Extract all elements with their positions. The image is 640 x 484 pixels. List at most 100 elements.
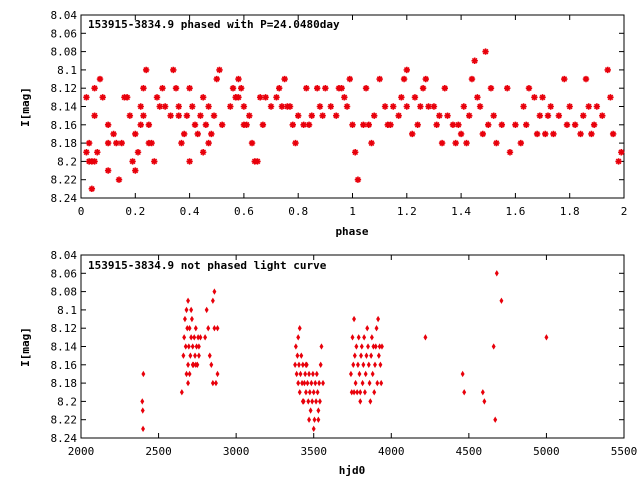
phased-data-point <box>457 129 466 138</box>
phased-data-point <box>104 166 113 175</box>
phased-data-point <box>478 129 487 138</box>
phased-data-point <box>362 84 371 93</box>
unphased-data-point <box>308 407 313 414</box>
unphased-data-point <box>359 343 364 350</box>
phased-data-point <box>473 93 482 102</box>
phased-data-point <box>364 120 373 129</box>
unphased-data-point <box>188 352 193 359</box>
phased-data-point <box>587 129 596 138</box>
unphased-data-point <box>215 325 220 332</box>
unphased-data-point <box>189 306 194 314</box>
unphased-data-point <box>182 315 187 323</box>
phased-data-point <box>579 111 588 120</box>
unphased-data-point <box>181 352 186 359</box>
phased-data-point <box>419 84 428 93</box>
unphased-x-tick-label: 2500 <box>145 445 172 458</box>
phased-data-point <box>397 93 406 102</box>
phased-data-point <box>199 148 208 157</box>
phased-data-point <box>166 111 175 120</box>
unphased-data-point <box>209 361 214 368</box>
unphased-data-point <box>356 334 361 341</box>
phased-data-point <box>562 120 571 129</box>
unphased-data-point <box>190 361 195 368</box>
unphased-data-point <box>352 389 357 396</box>
unphased-data-point <box>193 361 198 368</box>
unphased-data-point <box>306 398 311 405</box>
phased-data-point <box>182 111 191 120</box>
phased-data-point <box>438 139 447 148</box>
phased-data-point <box>90 111 99 120</box>
phased-data-point <box>465 111 474 120</box>
phased-data-point <box>503 84 512 93</box>
unphased-data-point <box>369 334 374 341</box>
unphased-data-point <box>316 407 321 414</box>
unphased-data-point <box>298 370 303 378</box>
unphased-data-point <box>375 379 380 387</box>
phased-data-point <box>484 120 493 129</box>
unphased-data-point <box>186 361 191 368</box>
unphased-x-ticks: 2000 2500 3000 3500 4000 4500 5000 5500 <box>68 255 637 458</box>
phased-data-point <box>172 84 181 93</box>
unphased-data-point <box>210 297 215 304</box>
phased-data-point <box>592 102 601 111</box>
phased-x-ticks: 0 0.2 0.4 0.6 0.8 1 1.2 1.4 1.6 1.8 2 <box>78 15 627 218</box>
unphased-data-point <box>294 370 299 378</box>
unphased-data-point <box>494 270 499 277</box>
unphased-data-point <box>350 334 355 341</box>
unphased-data-point <box>310 370 315 378</box>
phased-data-point <box>538 93 547 102</box>
phased-data-point <box>147 139 156 148</box>
phased-data-point <box>389 102 398 111</box>
phased-data-point <box>180 129 189 138</box>
phased-data-point <box>144 120 153 129</box>
phased-data-point <box>576 129 585 138</box>
unphased-data-point <box>140 407 145 414</box>
phased-data-point <box>174 102 183 111</box>
unphased-y-tick-label: 8.22 <box>51 414 78 427</box>
phased-data-point <box>617 148 626 157</box>
unphased-data-point <box>307 370 312 378</box>
unphased-data-point <box>184 370 189 378</box>
unphased-x-tick-label: 3000 <box>223 445 250 458</box>
unphased-data-point <box>187 325 192 332</box>
unphased-data-point <box>206 325 211 332</box>
phased-data-point <box>326 102 335 111</box>
unphased-y-tick-label: 8.1 <box>57 304 77 317</box>
unphased-data-point <box>364 352 369 359</box>
unphased-y-tick-label: 8.12 <box>51 322 78 335</box>
phased-data-point <box>136 120 145 129</box>
unphased-data-point <box>321 379 325 387</box>
unphased-data-point <box>482 398 487 405</box>
unphased-data-point <box>184 306 189 314</box>
phased-data-point <box>161 102 170 111</box>
unphased-data-point <box>305 379 310 387</box>
unphased-data-point <box>366 361 371 368</box>
phased-data-point <box>307 111 316 120</box>
phased-data-point <box>348 120 357 129</box>
phased-data-point <box>386 120 395 129</box>
phased-data-point <box>315 102 324 111</box>
unphased-data-point <box>460 370 465 378</box>
phased-data-point <box>432 120 441 129</box>
phased-data-point <box>413 120 422 129</box>
unphased-data-point <box>193 352 197 359</box>
phased-data-point <box>416 102 425 111</box>
unphased-data-point <box>300 398 305 405</box>
unphased-data-point <box>480 389 485 396</box>
phased-data-point <box>193 129 202 138</box>
phased-data-point <box>476 102 485 111</box>
phased-data-point <box>90 84 99 93</box>
phased-panel: 153915-3834.9 phased with P=24.0480day 8… <box>19 9 627 238</box>
unphased-x-tick-label: 5000 <box>533 445 560 458</box>
phased-x-tick-label: 0.8 <box>288 205 308 218</box>
unphased-data-point <box>352 352 357 359</box>
phased-y-tick-label: 8.08 <box>51 46 78 59</box>
unphased-data-point <box>358 398 363 405</box>
phased-data-point <box>522 120 531 129</box>
unphased-data-point <box>462 389 467 396</box>
phased-x-tick-label: 1.8 <box>560 205 580 218</box>
unphased-data-point <box>309 379 314 387</box>
unphased-data-point <box>311 389 316 396</box>
phased-data-point <box>524 84 533 93</box>
phased-data-point <box>294 111 303 120</box>
